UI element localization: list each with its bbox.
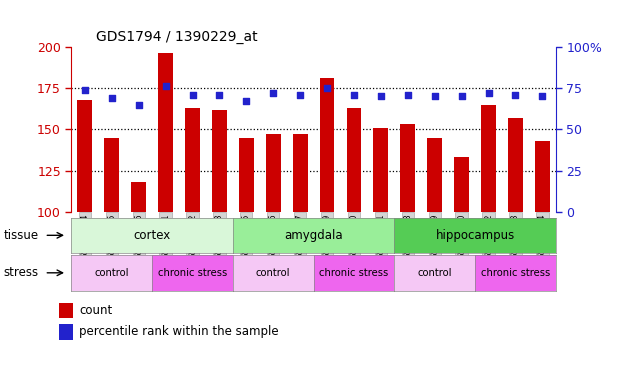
Text: percentile rank within the sample: percentile rank within the sample — [79, 326, 279, 338]
Point — [537, 93, 547, 99]
Bar — [292, 134, 307, 212]
Text: hippocampus: hippocampus — [435, 229, 515, 242]
Bar — [535, 141, 550, 212]
Point — [349, 92, 359, 98]
Point — [268, 90, 278, 96]
Text: stress: stress — [4, 266, 39, 279]
Point — [403, 92, 413, 98]
Bar — [347, 108, 361, 212]
Text: control: control — [417, 268, 452, 278]
Text: GDS1794 / 1390229_at: GDS1794 / 1390229_at — [96, 30, 257, 45]
Bar — [131, 182, 146, 212]
Text: amygdala: amygdala — [284, 229, 343, 242]
Point — [484, 90, 494, 96]
Text: control: control — [256, 268, 291, 278]
Point — [188, 92, 197, 98]
Bar — [481, 105, 496, 212]
Bar — [59, 303, 73, 318]
Point — [161, 84, 171, 90]
Bar — [508, 118, 523, 212]
Bar — [373, 128, 388, 212]
Point — [134, 102, 143, 108]
Point — [242, 98, 252, 104]
Bar — [266, 134, 281, 212]
Bar — [104, 138, 119, 212]
Bar — [239, 138, 254, 212]
Point — [214, 92, 224, 98]
Bar — [427, 138, 442, 212]
Point — [295, 92, 305, 98]
Bar — [158, 54, 173, 212]
Text: cortex: cortex — [134, 229, 171, 242]
Bar — [320, 78, 335, 212]
Bar — [78, 100, 93, 212]
Bar — [454, 158, 469, 212]
Point — [107, 95, 117, 101]
Point — [322, 85, 332, 91]
Bar — [212, 110, 227, 212]
Point — [456, 93, 466, 99]
Point — [510, 92, 520, 98]
Bar — [59, 324, 73, 339]
Text: count: count — [79, 304, 113, 317]
Point — [376, 93, 386, 99]
Bar — [401, 124, 415, 212]
Point — [430, 93, 440, 99]
Text: chronic stress: chronic stress — [481, 268, 550, 278]
Point — [80, 87, 90, 93]
Text: chronic stress: chronic stress — [319, 268, 389, 278]
Text: control: control — [94, 268, 129, 278]
Bar — [185, 108, 200, 212]
Text: tissue: tissue — [4, 229, 39, 242]
Text: chronic stress: chronic stress — [158, 268, 227, 278]
